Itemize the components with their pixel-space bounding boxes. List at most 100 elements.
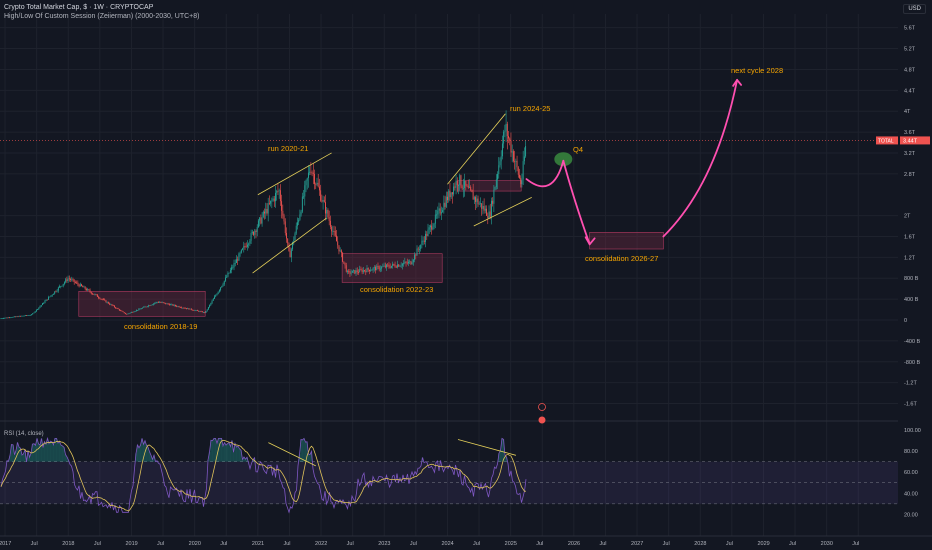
- candle-body: [178, 306, 180, 308]
- time-tick-label: Jul: [663, 541, 670, 547]
- candle-body: [254, 230, 256, 235]
- candle-body: [93, 293, 95, 295]
- candle-body: [414, 254, 416, 260]
- candle-body: [251, 231, 253, 233]
- candle-body: [286, 232, 287, 239]
- candle-body: [377, 265, 379, 267]
- candle-body: [483, 205, 485, 211]
- candle-body: [340, 250, 342, 253]
- candle-body: [270, 200, 272, 204]
- candle-body: [149, 305, 151, 307]
- currency-badge[interactable]: USD: [903, 4, 926, 14]
- candle-body: [453, 186, 455, 195]
- price-tick-label: 4.4T: [904, 88, 916, 94]
- candle-body: [168, 304, 170, 306]
- candle-body: [61, 285, 63, 287]
- candle-body: [312, 172, 314, 174]
- candle-body: [411, 262, 413, 265]
- candle-body: [144, 306, 146, 308]
- candle-body: [214, 296, 215, 299]
- candle-body: [73, 279, 75, 283]
- candle-body: [0, 318, 2, 320]
- candle-body: [32, 313, 34, 315]
- price-tick-label: 1.2T: [904, 255, 916, 261]
- candle-body: [458, 184, 459, 186]
- candle-body: [81, 284, 82, 286]
- candle-body: [179, 307, 181, 308]
- candle-body: [300, 211, 302, 215]
- rsi-ma-line: [0, 439, 527, 512]
- current-tag-label: TOTAL: [878, 138, 894, 144]
- candle-body: [265, 208, 267, 214]
- time-tick-label: Jul: [31, 541, 38, 547]
- candle-body: [6, 317, 8, 319]
- candle-body: [244, 245, 246, 247]
- candle-body: [79, 284, 81, 287]
- candle-body: [467, 185, 469, 188]
- candle-body: [477, 198, 479, 205]
- candle-body: [110, 304, 112, 306]
- rsi-tick-label: 20.00: [904, 512, 918, 518]
- candle-body: [215, 295, 217, 297]
- candle-body: [371, 269, 373, 271]
- candle-body: [238, 253, 240, 261]
- candle-body: [2, 318, 4, 319]
- time-tick-label: Jul: [726, 541, 733, 547]
- candle-body: [200, 311, 202, 313]
- candle-body: [159, 302, 161, 304]
- time-tick-label: 2025: [505, 541, 517, 547]
- candle-body: [271, 200, 273, 202]
- price-tick-label: 4T: [904, 109, 911, 115]
- candle-body: [157, 302, 159, 303]
- candle-body: [51, 294, 53, 296]
- candle-body: [288, 243, 290, 252]
- candle-body: [292, 242, 294, 250]
- candle-body: [459, 175, 461, 185]
- projection-up-q4: [525, 159, 565, 188]
- price-tick-label: 4.8T: [904, 67, 916, 73]
- candle-body: [353, 270, 355, 271]
- candle-body: [447, 196, 448, 201]
- rsi-tick-label: 60.00: [904, 470, 918, 476]
- indicator-title[interactable]: High/Low Of Custom Session (Zeiierman) (…: [4, 13, 200, 20]
- candle-body: [351, 270, 353, 273]
- candle-body: [20, 315, 21, 317]
- candle-body: [62, 283, 64, 286]
- time-tick-label: 2026: [568, 541, 580, 547]
- candle-body: [275, 192, 276, 202]
- candle-body: [201, 311, 203, 313]
- consolidation-zone-2022-23: [341, 253, 443, 283]
- candle-body: [281, 201, 283, 211]
- candle-body: [338, 245, 340, 252]
- candle-body: [129, 312, 131, 314]
- candle-body: [222, 284, 224, 286]
- projection-arrow-down: [584, 236, 596, 246]
- candle-body: [12, 316, 14, 318]
- candle-body: [259, 217, 261, 221]
- candle-body: [470, 186, 472, 190]
- candle-body: [223, 280, 225, 285]
- symbol-title[interactable]: Crypto Total Market Cap, $ · 1W · CRYPTO…: [4, 4, 154, 11]
- candle-body: [392, 263, 394, 266]
- candle-body: [425, 233, 427, 242]
- time-tick-label: Jul: [473, 541, 480, 547]
- candle-body: [325, 202, 326, 214]
- candle-body: [150, 304, 152, 306]
- price-tick-label: -800 B: [904, 360, 921, 366]
- candle-body: [92, 293, 93, 295]
- rsi-divergence-2024: [457, 439, 517, 456]
- candle-body: [199, 311, 201, 313]
- candle-body: [261, 216, 263, 224]
- candle-body: [139, 308, 141, 310]
- label-next-cycle-2028: next cycle 2028: [731, 66, 783, 75]
- candle-body: [118, 309, 120, 311]
- candle-body: [212, 298, 214, 301]
- rsi-title[interactable]: RSI (14, close): [4, 431, 44, 437]
- candle-body: [401, 263, 403, 266]
- candle-body: [112, 305, 114, 307]
- candle-body: [132, 312, 134, 313]
- candle-body: [279, 190, 281, 202]
- candle-body: [408, 261, 409, 264]
